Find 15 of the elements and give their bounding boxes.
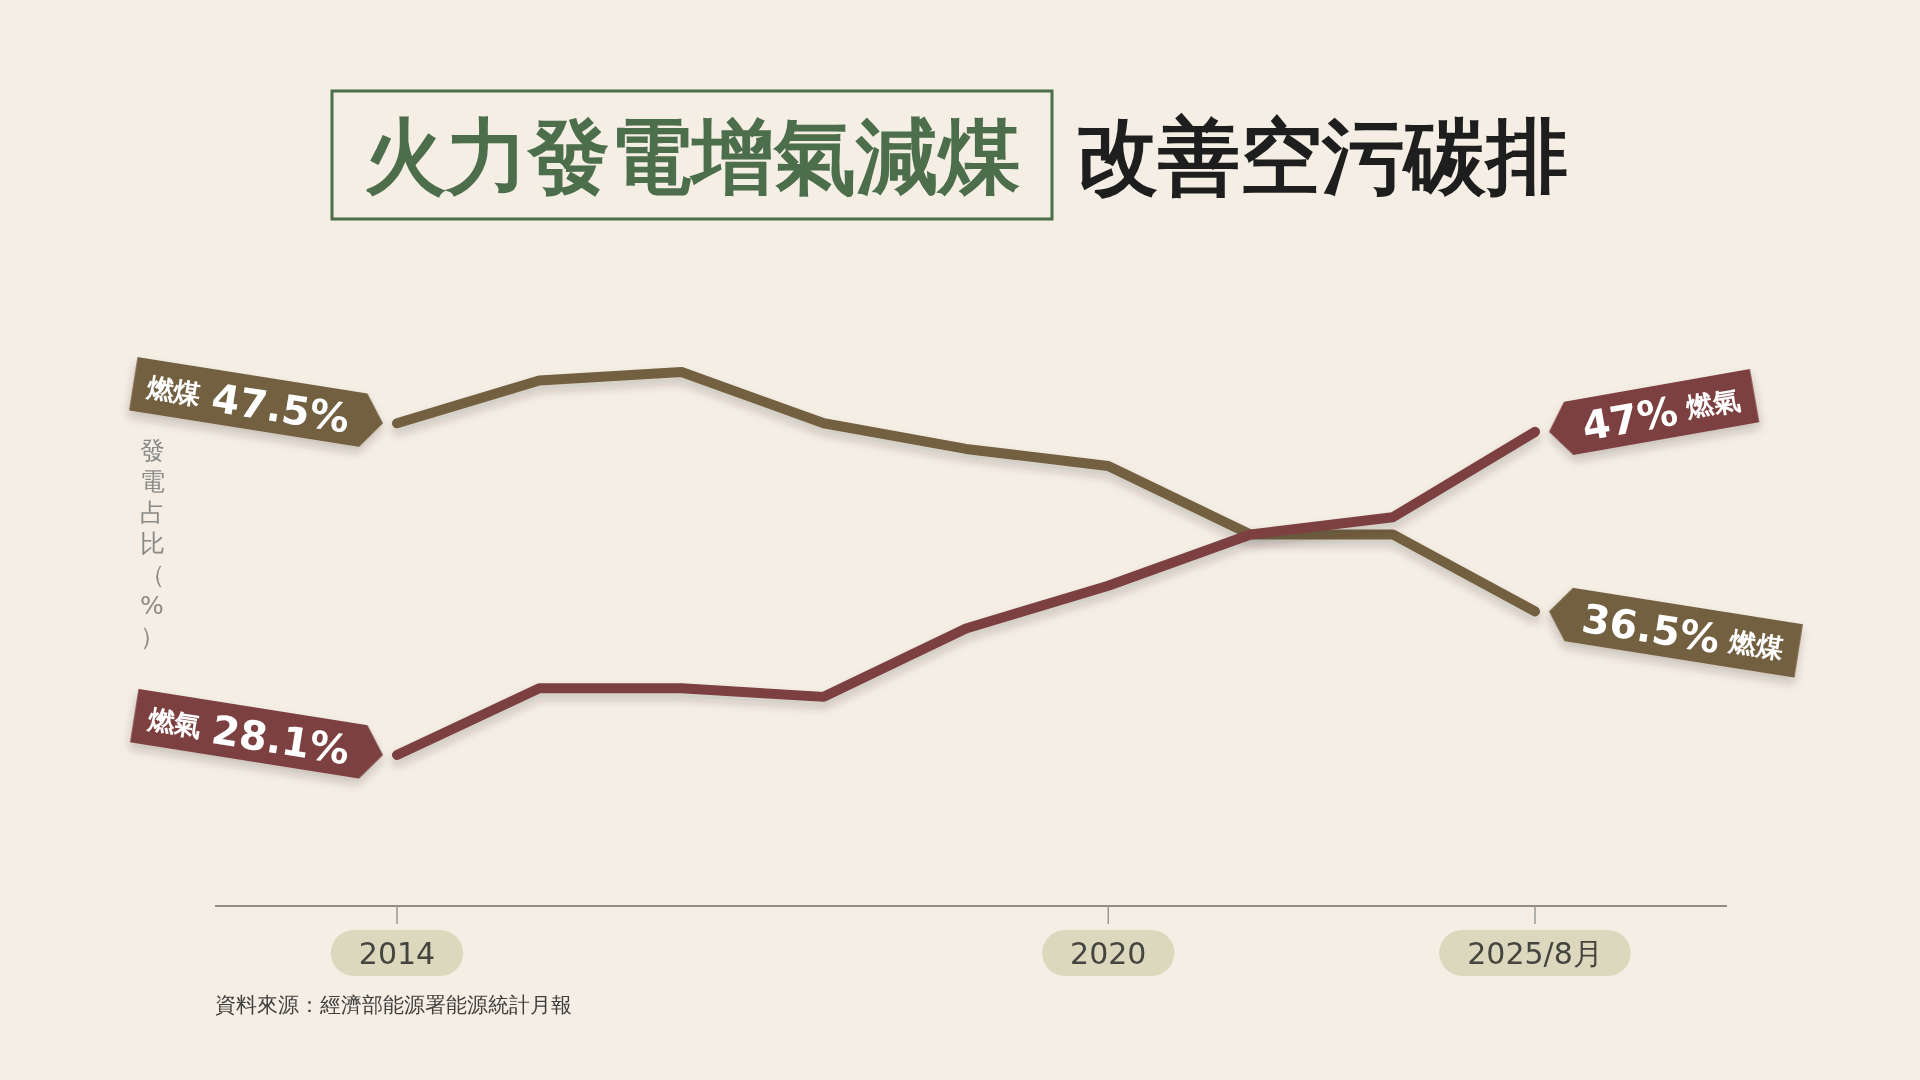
x-tick-label: 2020 (1070, 936, 1147, 971)
source-note: 資料來源：經濟部能源署能源統計月報 (215, 993, 572, 1017)
text: 燃氣 (1683, 383, 1743, 424)
text: 燃煤 (144, 371, 203, 411)
data-label: 36.5% (1578, 594, 1724, 663)
text: 發電占比（%） (139, 436, 165, 651)
data-label: 47.5% (208, 374, 353, 442)
text: 燃煤 (1726, 625, 1787, 665)
chart-subtitle: 改善空污碳排 (1076, 109, 1568, 204)
chart-title: 火力發電增氣減煤 (364, 109, 1020, 204)
data-label: 28.1% (208, 706, 353, 774)
x-tick-label: 2025/8月 (1467, 936, 1603, 971)
data-label: 47% (1578, 387, 1681, 450)
x-tick-label: 2014 (358, 936, 436, 971)
text: 燃氣 (145, 702, 204, 743)
